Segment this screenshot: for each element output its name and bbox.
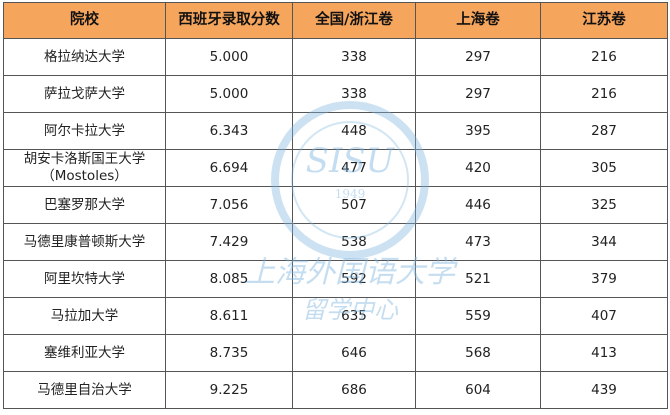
table-row: 马德里康普顿斯大学 7.429 538 473 344	[3, 223, 668, 261]
score-cell: 297	[415, 38, 541, 76]
university-cell: 马德里自治大学	[3, 371, 166, 409]
header-row: 院校 西班牙录取分数 全国/浙江卷 上海卷 江苏卷	[3, 2, 668, 39]
score-cell: 8.611	[165, 297, 293, 335]
header-cell: 江苏卷	[540, 2, 668, 39]
table-row: 阿尔卡拉大学 6.343 448 395 287	[3, 112, 668, 150]
score-cell: 448	[292, 112, 416, 150]
score-cell: 8.735	[165, 334, 293, 372]
university-cell: 阿里坎特大学	[3, 260, 166, 298]
score-cell: 8.085	[165, 260, 293, 298]
score-cell: 592	[292, 260, 416, 298]
score-cell: 7.056	[165, 186, 293, 224]
university-cell: 马拉加大学	[3, 297, 166, 335]
score-cell: 395	[415, 112, 541, 150]
score-cell: 604	[415, 371, 541, 409]
score-cell: 646	[292, 334, 416, 372]
score-cell: 521	[415, 260, 541, 298]
score-cell: 635	[292, 297, 416, 335]
score-cell: 686	[292, 371, 416, 409]
header-cell: 全国/浙江卷	[292, 2, 416, 39]
header-cell: 上海卷	[415, 2, 541, 39]
score-cell: 297	[415, 75, 541, 113]
university-cell: 格拉纳达大学	[3, 38, 166, 76]
score-cell: 287	[540, 112, 668, 150]
score-cell: 6.343	[165, 112, 293, 150]
score-cell: 559	[415, 297, 541, 335]
score-cell: 338	[292, 75, 416, 113]
score-table: 院校 西班牙录取分数 全国/浙江卷 上海卷 江苏卷 格拉纳达大学 5.000 338 297 2…	[3, 2, 668, 409]
score-cell: 446	[415, 186, 541, 224]
score-cell: 407	[540, 297, 668, 335]
table-row: 格拉纳达大学 5.000 338 297 216	[3, 38, 668, 76]
score-cell: 338	[292, 38, 416, 76]
university-cell: 马德里康普顿斯大学	[3, 223, 166, 261]
university-cell: 胡安卡洛斯国王大学 （Mostoles）	[3, 149, 166, 187]
score-cell: 216	[540, 38, 668, 76]
score-cell: 6.694	[165, 149, 293, 187]
university-cell: 阿尔卡拉大学	[3, 112, 166, 150]
score-cell: 473	[415, 223, 541, 261]
score-cell: 439	[540, 371, 668, 409]
score-cell: 568	[415, 334, 541, 372]
university-cell: 塞维利亚大学	[3, 334, 166, 372]
table-row: 胡安卡洛斯国王大学 （Mostoles） 6.694 477 420 305	[3, 149, 668, 187]
table-row: 马德里自治大学 9.225 686 604 439	[3, 371, 668, 409]
header-cell: 院校	[3, 2, 166, 39]
table-body: 格拉纳达大学 5.000 338 297 216 萨拉戈萨大学 5.000 338 297 216…	[3, 38, 668, 409]
score-cell: 538	[292, 223, 416, 261]
table-row: 萨拉戈萨大学 5.000 338 297 216	[3, 75, 668, 113]
score-cell: 7.429	[165, 223, 293, 261]
table-row: 巴塞罗那大学 7.056 507 446 325	[3, 186, 668, 224]
university-cell: 巴塞罗那大学	[3, 186, 166, 224]
score-cell: 379	[540, 260, 668, 298]
score-cell: 216	[540, 75, 668, 113]
score-cell: 507	[292, 186, 416, 224]
score-cell: 420	[415, 149, 541, 187]
score-cell: 325	[540, 186, 668, 224]
score-cell: 305	[540, 149, 668, 187]
header-cell: 西班牙录取分数	[165, 2, 293, 39]
table-row: 塞维利亚大学 8.735 646 568 413	[3, 334, 668, 372]
score-cell: 5.000	[165, 38, 293, 76]
score-cell: 5.000	[165, 75, 293, 113]
score-cell: 413	[540, 334, 668, 372]
score-cell: 9.225	[165, 371, 293, 409]
university-cell: 萨拉戈萨大学	[3, 75, 166, 113]
score-cell: 477	[292, 149, 416, 187]
table-row: 马拉加大学 8.611 635 559 407	[3, 297, 668, 335]
table-row: 阿里坎特大学 8.085 592 521 379	[3, 260, 668, 298]
score-cell: 344	[540, 223, 668, 261]
